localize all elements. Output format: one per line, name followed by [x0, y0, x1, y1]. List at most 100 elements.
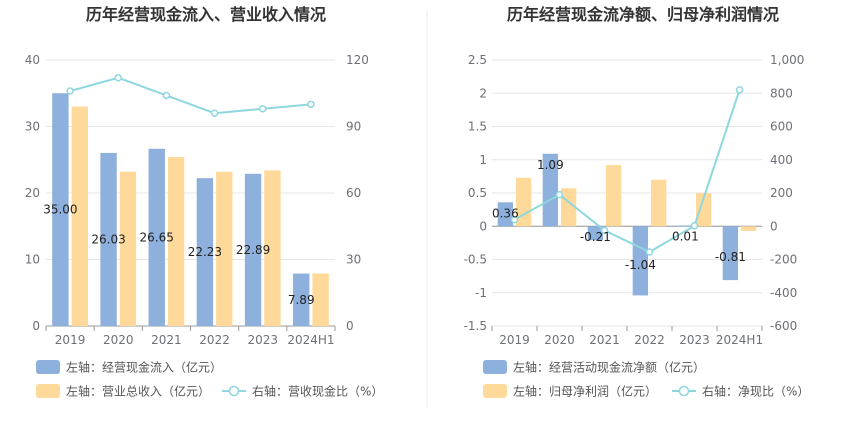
y-left-tick-label: 2: [479, 86, 487, 100]
y-right-tick-label: 60: [346, 186, 361, 200]
y-right-tick-label: 600: [770, 120, 793, 134]
bar-primary: [148, 148, 165, 326]
bar-secondary: [71, 106, 88, 326]
bar-secondary: [312, 273, 329, 326]
legend-label: 左轴：经营活动现金流净额（亿元）: [513, 360, 705, 375]
x-tick-label: 2020: [103, 333, 134, 347]
x-tick-label: 2023: [247, 333, 278, 347]
y-right-tick-label: 800: [770, 86, 793, 100]
y-left-tick-label: 1.5: [468, 120, 487, 134]
legend-swatch: [483, 384, 507, 398]
line-point: [645, 248, 654, 256]
bar-secondary: [119, 171, 137, 326]
y-right-tick-label: -400: [770, 286, 797, 300]
bar-secondary: [167, 157, 185, 326]
legend-label: 右轴：净现比（%）: [702, 384, 809, 399]
y-right-tick-label: 1,000: [770, 53, 804, 67]
data-label: 0.36: [492, 206, 519, 220]
legend-label: 左轴：经营现金流入（亿元）: [66, 360, 222, 375]
y-left-tick-label: 0: [479, 219, 487, 233]
data-label: 26.65: [140, 230, 174, 244]
chart-title: 历年经营现金流净额、归母净利润情况: [507, 5, 779, 24]
x-tick-label: 2024H1: [287, 333, 334, 347]
x-tick-label: 2021: [151, 333, 182, 347]
line-point: [555, 190, 564, 199]
legend-label: 左轴：营业总收入（亿元）: [66, 384, 210, 399]
x-tick-label: 2021: [589, 333, 620, 347]
y-left-tick-label: 0: [32, 319, 40, 333]
legend-swatch: [36, 384, 60, 398]
bar-primary: [196, 178, 214, 326]
y-left-tick-label: 2.5: [468, 53, 487, 67]
legend-swatch: [36, 360, 60, 374]
line-point: [259, 105, 267, 113]
line-point: [66, 87, 74, 95]
y-right-tick-label: 30: [346, 253, 361, 267]
x-tick-label: 2022: [199, 333, 230, 347]
bar-primary: [497, 202, 513, 227]
bar-primary: [542, 153, 558, 227]
legend-marker: [228, 385, 240, 397]
bar-secondary: [741, 226, 757, 231]
line-point: [510, 215, 519, 224]
bar-secondary: [651, 179, 667, 227]
series-line: [69, 76, 312, 115]
data-label: 22.89: [236, 243, 270, 257]
data-label: 0.01: [672, 230, 699, 244]
bar-primary: [100, 152, 117, 326]
legend-label: 右轴：营收现金比（%）: [252, 384, 383, 399]
y-right-tick-label: 90: [346, 120, 361, 134]
line-point: [690, 222, 699, 230]
bar-primary: [293, 273, 310, 326]
line-point: [600, 226, 609, 235]
y-right-tick-label: -600: [770, 319, 797, 333]
bar-secondary: [696, 193, 712, 227]
legend-label: 左轴：归母净利润（亿元）: [513, 384, 657, 399]
y-left-tick-label: 40: [25, 53, 40, 67]
y-left-tick-label: 1: [479, 153, 487, 167]
y-right-tick-label: 400: [770, 153, 793, 167]
x-tick-label: 2020: [544, 333, 575, 347]
bar-primary: [52, 93, 69, 326]
data-label: 26.03: [91, 232, 125, 246]
line-point: [307, 100, 315, 109]
y-right-tick-label: 0: [346, 319, 354, 333]
bar-primary: [632, 226, 648, 296]
bar-primary: [677, 225, 693, 227]
bar-primary: [722, 226, 738, 281]
legend-swatch: [483, 360, 507, 374]
bar-primary: [587, 226, 603, 241]
chart-title: 历年经营现金流入、营业收入情况: [86, 5, 326, 24]
line-point: [735, 86, 744, 94]
bar-secondary: [516, 177, 532, 227]
data-label: -1.04: [625, 258, 656, 272]
bar-primary: [244, 173, 262, 326]
y-left-tick-label: -1.5: [464, 319, 487, 333]
y-right-tick-label: 200: [770, 186, 793, 200]
line-point: [210, 109, 219, 117]
data-label: 1.09: [537, 158, 564, 172]
bar-secondary: [264, 170, 281, 326]
y-left-tick-label: -0.5: [464, 253, 487, 267]
y-left-tick-label: 10: [25, 253, 40, 267]
y-right-tick-label: 0: [770, 219, 778, 233]
x-tick-label: 2023: [679, 333, 710, 347]
series-line: [514, 89, 741, 254]
y-right-tick-label: -200: [770, 253, 797, 267]
bar-secondary: [606, 165, 622, 227]
data-label: -0.21: [580, 230, 611, 244]
y-left-tick-label: -1: [475, 286, 487, 300]
legend-marker: [678, 385, 690, 397]
data-label: 35.00: [43, 203, 77, 217]
x-tick-label: 2022: [634, 333, 665, 347]
x-tick-label: 2019: [55, 333, 86, 347]
line-point: [114, 73, 122, 82]
x-tick-label: 2019: [499, 333, 530, 347]
data-label: 7.89: [288, 293, 315, 307]
y-right-tick-label: 120: [346, 53, 369, 67]
line-point: [162, 91, 171, 100]
bar-secondary: [216, 171, 233, 326]
y-left-tick-label: 20: [25, 186, 40, 200]
